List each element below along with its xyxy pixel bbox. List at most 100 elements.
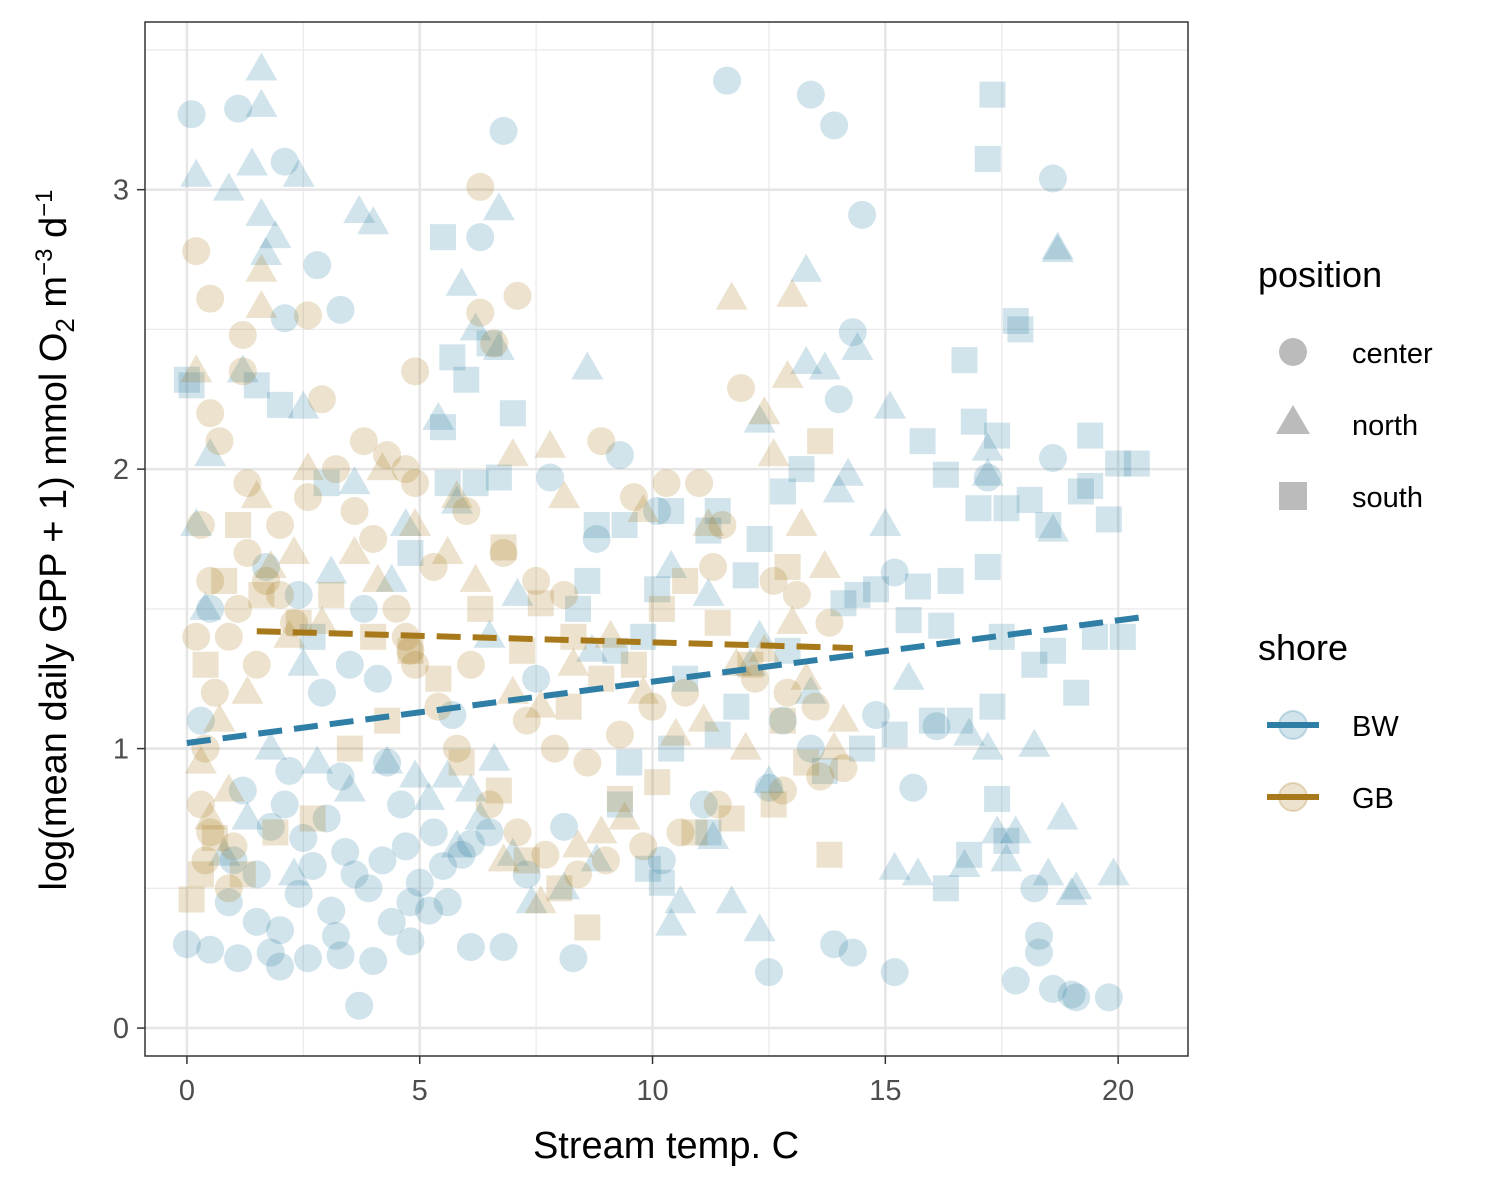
point-gb-circle: [782, 580, 811, 609]
y-tick-label: 0: [113, 1013, 129, 1045]
point-bw-circle: [824, 385, 853, 414]
point-gb-square: [201, 825, 228, 852]
point-gb-circle: [266, 511, 295, 540]
point-bw-circle: [373, 748, 402, 777]
point-bw-square: [788, 456, 815, 483]
point-gb-triangle: [748, 396, 781, 425]
point-gb-circle: [424, 692, 453, 721]
point-bw-triangle: [1041, 231, 1074, 260]
point-bw-circle: [335, 650, 364, 679]
point-gb-circle: [540, 734, 569, 763]
plot-background: [145, 22, 1188, 1056]
point-bw-circle: [489, 116, 518, 145]
point-gb-triangle: [785, 508, 818, 537]
point-gb-circle: [666, 818, 695, 847]
y-tick-label: 1: [113, 734, 129, 766]
point-bw-circle: [550, 812, 579, 841]
point-bw-circle: [1038, 443, 1067, 472]
point-bw-square: [1007, 316, 1034, 343]
trend-line-bw: [186, 614, 1142, 746]
point-bw-triangle: [278, 857, 310, 886]
point-gb-triangle: [291, 452, 324, 481]
point-bw-square: [811, 757, 838, 784]
point-gb-square: [467, 595, 494, 622]
point-gb-triangle: [440, 480, 473, 509]
point-bw-triangle: [715, 885, 748, 914]
point-bw-triangle: [981, 815, 1014, 844]
point-gb-circle: [740, 664, 769, 693]
point-bw-triangle: [226, 354, 259, 383]
point-bw-square: [830, 590, 857, 617]
point-bw-circle: [1038, 164, 1067, 193]
point-gb-circle: [475, 790, 504, 819]
point-bw-triangle: [971, 731, 1004, 760]
point-bw-square: [951, 347, 978, 374]
point-bw-triangle: [832, 457, 865, 486]
point-bw-circle: [848, 200, 877, 229]
point-bw-triangle: [752, 765, 785, 794]
point-gb-square: [448, 749, 475, 776]
point-gb-circle: [401, 469, 430, 498]
point-bw-triangle: [422, 401, 455, 430]
point-bw-square: [918, 707, 945, 734]
point-bw-triangle: [1041, 234, 1074, 263]
point-gb-triangle: [659, 717, 692, 746]
point-bw-square: [499, 400, 526, 427]
point-bw-triangle: [971, 432, 1004, 461]
point-bw-square: [658, 735, 685, 762]
y-axis-title-main: log(mean daily GPP + 1) mmol O: [33, 333, 75, 891]
point-gb-triangle: [245, 290, 278, 319]
legend-label-north: north: [1352, 410, 1418, 442]
point-gb-circle: [531, 840, 560, 869]
point-gb-triangle: [338, 535, 371, 564]
point-bw-circle: [228, 776, 257, 805]
point-bw-triangle: [901, 857, 934, 886]
point-bw-circle: [1062, 983, 1091, 1012]
point-gb-triangle: [240, 480, 273, 509]
point-gb-triangle: [184, 745, 217, 774]
point-gb-circle: [196, 399, 225, 428]
point-gb-circle: [321, 455, 350, 484]
point-gb-square: [485, 777, 512, 804]
point-bw-circle: [754, 958, 783, 987]
point-bw-circle: [405, 868, 434, 897]
point-bw-circle: [1020, 874, 1049, 903]
point-bw-triangle: [790, 253, 823, 282]
point-bw-square: [974, 553, 1001, 580]
point-bw-triangle: [990, 843, 1023, 872]
point-bw-circle: [512, 860, 541, 889]
point-gb-circle: [233, 469, 262, 498]
point-gb-circle: [401, 650, 430, 679]
point-bw-circle: [429, 851, 457, 880]
point-bw-triangle: [245, 52, 278, 81]
point-gb-triangle: [687, 703, 720, 732]
point-gb-triangle: [399, 508, 432, 537]
point-gb-circle: [550, 580, 579, 609]
point-gb-square: [644, 769, 671, 796]
legend-title-shore: shore: [1258, 627, 1348, 668]
point-bw-triangle: [189, 591, 222, 620]
point-bw-triangle: [315, 555, 348, 584]
point-bw-triangle: [343, 195, 376, 224]
y-tick-label: 2: [113, 454, 129, 486]
point-bw-square: [1039, 637, 1066, 664]
point-bw-square: [937, 567, 964, 594]
point-gb-triangle: [827, 703, 860, 732]
point-gb-circle: [214, 622, 243, 651]
point-gb-square: [490, 534, 517, 561]
point-bw-square: [979, 81, 1006, 108]
point-bw-square: [1081, 623, 1108, 650]
point-bw-triangle: [212, 172, 245, 201]
point-gb-circle: [293, 301, 322, 330]
point-bw-triangle: [548, 871, 581, 900]
point-bw-square: [704, 721, 731, 748]
point-gb-square: [620, 651, 647, 678]
point-gb-circle: [708, 511, 737, 540]
point-bw-triangle: [250, 236, 283, 265]
point-bw-square: [1035, 512, 1062, 539]
point-bw-square: [993, 495, 1020, 522]
point-gb-square: [718, 805, 745, 832]
point-bw-triangle: [371, 745, 404, 774]
point-bw-square: [476, 330, 503, 357]
point-bw-circle: [456, 829, 485, 858]
